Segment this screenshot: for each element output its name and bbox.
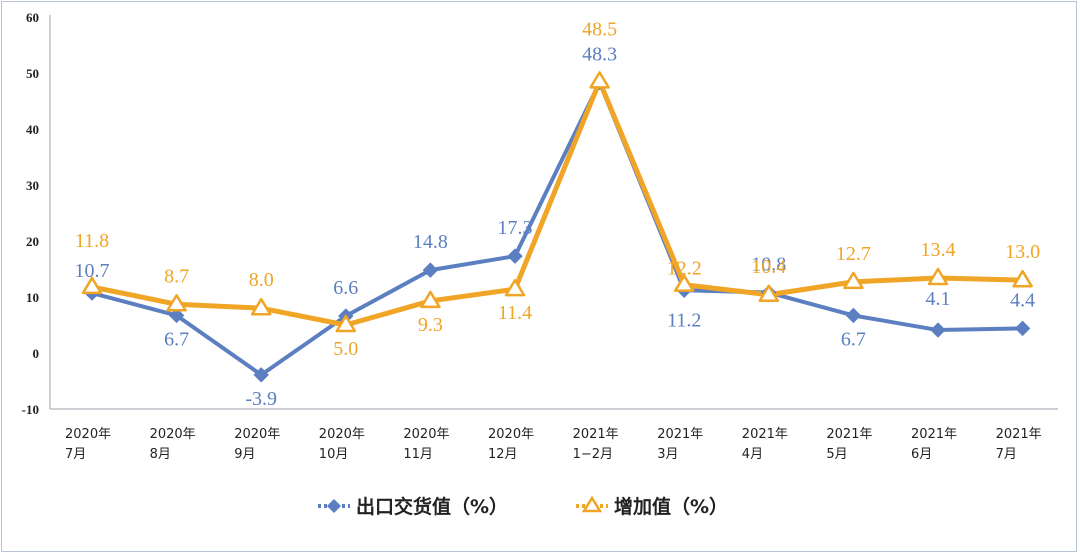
export-delivery-data-label: 4.1	[926, 288, 951, 310]
value-added-point	[81, 276, 103, 295]
export-delivery-point	[253, 367, 269, 383]
value-added-point	[335, 314, 357, 333]
export-delivery-data-label: 6.7	[841, 328, 866, 350]
x-tick-label: 4月	[742, 447, 763, 462]
export-delivery-point	[1014, 320, 1031, 337]
x-tick-label: 5月	[826, 447, 847, 462]
x-tick-label: 2021年	[826, 427, 872, 442]
value-added-data-label: 5.0	[333, 338, 358, 360]
value-added-line	[89, 78, 1026, 328]
y-tick-label: 10	[26, 290, 39, 305]
export-delivery-point	[845, 307, 862, 324]
export-delivery-point	[422, 262, 439, 278]
x-tick-label: 2021年	[742, 427, 788, 442]
legend-export-delivery-marker	[327, 499, 341, 513]
value-added-data-label: 13.0	[1005, 241, 1040, 263]
export-delivery-data-label: 4.4	[1010, 289, 1035, 311]
value-added-point	[250, 297, 272, 316]
export-delivery-point	[507, 248, 523, 264]
value-added-point	[673, 274, 695, 292]
export-delivery-point	[930, 322, 946, 338]
value-added-data-label: 11.4	[498, 302, 532, 324]
x-tick-label: 7月	[996, 447, 1017, 462]
x-tick-label: 2020年	[319, 427, 365, 442]
x-tick-label: 2021年	[911, 427, 957, 442]
x-tick-label: 2021年	[657, 427, 703, 442]
value-added-point	[843, 271, 864, 290]
value-added-point	[589, 71, 610, 89]
value-added-data-label: 10.4	[751, 256, 786, 278]
x-tick-label: 2020年	[488, 427, 534, 442]
x-tick-label: 2021年	[996, 427, 1042, 442]
export-delivery-line	[90, 80, 1025, 377]
value-added-point	[166, 294, 187, 312]
value-added-point	[420, 290, 441, 309]
x-tick-label: 6月	[911, 447, 932, 462]
export-delivery-data-label: -3.9	[245, 388, 277, 410]
legend-value-added-label: 增加值（%）	[614, 495, 728, 518]
value-added-point	[927, 267, 949, 286]
x-tick-label: 9月	[234, 447, 255, 462]
x-tick-label: 1−2月	[573, 447, 613, 462]
value-added-point	[504, 278, 526, 297]
x-tick-label: 2020年	[150, 427, 196, 442]
x-tick-label: 8月	[150, 447, 171, 462]
y-tick-label: 60	[26, 10, 39, 25]
value-added-data-label: 8.7	[164, 265, 189, 287]
export-delivery-data-label: 6.7	[164, 328, 189, 350]
y-tick-label: 50	[26, 66, 39, 81]
value-added-data-label: 48.5	[582, 18, 617, 40]
value-added-data-label: 8.0	[249, 269, 274, 291]
y-tick-label: -10	[22, 402, 39, 417]
value-added-data-label: 12.7	[836, 243, 871, 265]
export-delivery-data-label: 48.3	[582, 44, 617, 66]
x-tick-label: 10月	[319, 447, 349, 462]
value-added-data-label: 11.8	[75, 230, 109, 252]
value-added-data-label: 9.3	[418, 314, 443, 336]
value-added-point	[1012, 269, 1033, 288]
y-tick-label: 20	[26, 234, 39, 249]
export-delivery-data-label: 14.8	[413, 231, 448, 253]
y-tick-label: 40	[26, 122, 39, 137]
export-delivery-point	[168, 307, 185, 324]
export-delivery-data-label: 10.8	[751, 254, 786, 276]
value-added-data-label: 12.2	[667, 258, 702, 280]
export-delivery-data-label: 11.2	[667, 309, 701, 331]
value-added-data-label: 13.4	[921, 239, 956, 261]
x-tick-label: 2021年	[573, 427, 619, 442]
export-delivery-data-label: 10.7	[75, 260, 110, 282]
x-tick-label: 3月	[657, 447, 678, 462]
x-tick-label: 12月	[488, 447, 518, 462]
y-tick-label: 30	[26, 178, 39, 193]
x-tick-label: 2020年	[65, 427, 111, 442]
y-tick-label: 0	[33, 346, 40, 361]
x-tick-label: 7月	[65, 447, 86, 462]
legend-export-delivery-label: 出口交货值（%）	[356, 495, 508, 518]
x-tick-label: 2020年	[403, 427, 449, 442]
x-tick-label: 11月	[403, 447, 433, 462]
export-delivery-data-label: 17.3	[498, 217, 533, 239]
legend-value-added-marker	[581, 495, 603, 513]
export-delivery-data-label: 6.6	[333, 277, 358, 299]
value-added-point	[758, 284, 780, 303]
x-tick-label: 2020年	[234, 427, 280, 442]
